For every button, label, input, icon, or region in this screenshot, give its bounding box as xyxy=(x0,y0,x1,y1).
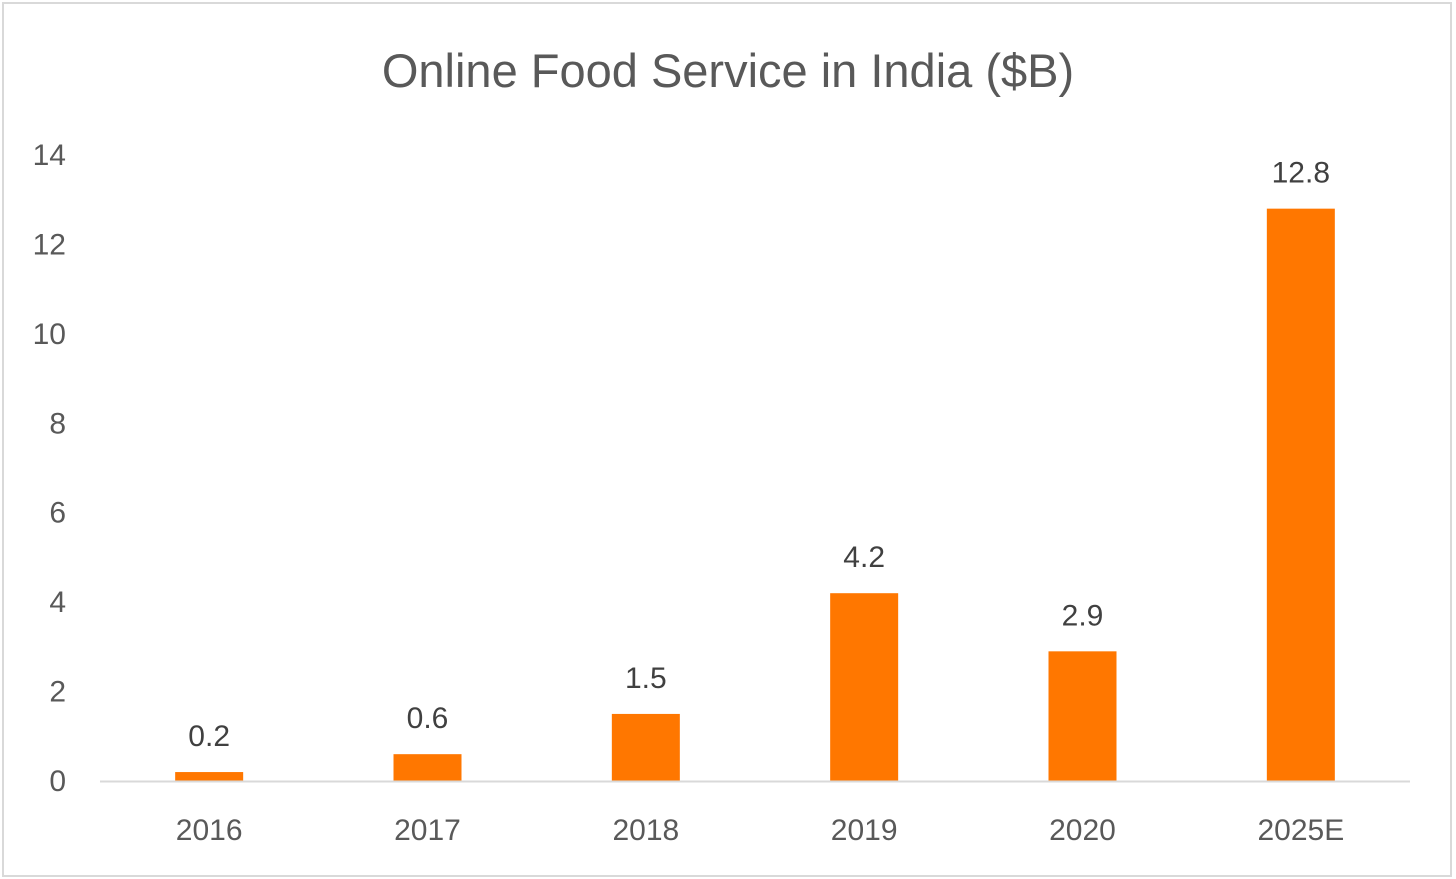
data-label: 2.9 xyxy=(1062,599,1104,632)
bar-2020 xyxy=(1048,651,1117,781)
x-axis-ticks: 2016 2017 2018 2019 2020 2025E xyxy=(176,814,1344,847)
bar-2016 xyxy=(175,772,244,781)
x-tick-label: 2020 xyxy=(1049,814,1116,847)
y-axis-ticks: 0 2 4 6 8 10 12 14 xyxy=(33,139,66,798)
data-label: 0.2 xyxy=(188,720,230,753)
bar-2018 xyxy=(611,713,680,781)
y-tick-label: 14 xyxy=(33,139,66,172)
data-label: 12.8 xyxy=(1272,157,1330,190)
y-tick-label: 6 xyxy=(49,497,66,530)
data-label: 0.6 xyxy=(407,702,449,735)
bar-2017 xyxy=(393,754,462,781)
y-tick-label: 4 xyxy=(49,586,66,619)
data-label: 4.2 xyxy=(843,541,885,574)
x-tick-label: 2019 xyxy=(831,814,898,847)
x-tick-label: 2018 xyxy=(612,814,679,847)
chart-title: Online Food Service in India ($B) xyxy=(382,44,1074,97)
bars-group xyxy=(175,208,1335,781)
bar-2025e xyxy=(1266,208,1335,781)
y-tick-label: 12 xyxy=(33,228,66,261)
y-tick-label: 8 xyxy=(49,407,66,440)
data-label: 1.5 xyxy=(625,662,667,695)
y-tick-label: 0 xyxy=(49,765,66,798)
bar-2019 xyxy=(830,593,899,781)
x-tick-label: 2025E xyxy=(1257,814,1344,847)
data-labels-group: 0.2 0.6 1.5 4.2 2.9 12.8 xyxy=(188,157,1330,753)
y-tick-label: 2 xyxy=(49,676,66,709)
y-tick-label: 10 xyxy=(33,318,66,351)
x-tick-label: 2016 xyxy=(176,814,243,847)
x-tick-label: 2017 xyxy=(394,814,461,847)
